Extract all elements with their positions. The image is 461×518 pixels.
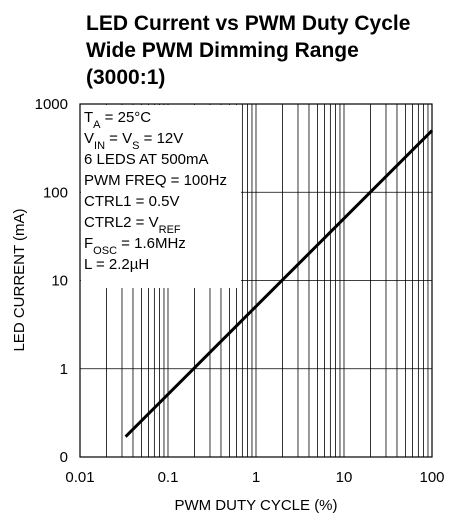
- x-tick-label: 1: [252, 469, 260, 486]
- annotation: PWM FREQ = 100Hz: [84, 172, 227, 189]
- x-tick-label: 0.01: [65, 469, 94, 486]
- annotation-sub: IN: [94, 140, 105, 152]
- annotation-text: F: [84, 235, 93, 252]
- annotation-text: T: [84, 109, 93, 126]
- annotation: 6 LEDS AT 500mA: [84, 151, 209, 168]
- annotation-sub: REF: [159, 224, 181, 236]
- y-tick-label: 10: [51, 273, 68, 290]
- annotation: L = 2.2µH: [84, 256, 149, 273]
- annotation: TA = 25°C: [84, 109, 151, 131]
- y-tick-label: 1000: [35, 96, 68, 113]
- y-tick-label: 1: [60, 361, 68, 378]
- y-tick-label: 0: [60, 449, 68, 466]
- y-axis-label: LED CURRENT (mA): [11, 208, 28, 351]
- annotation: FOSC = 1.6MHz: [84, 235, 186, 257]
- annotation-text: V: [84, 130, 94, 147]
- annotation-text: L = 2.2µH: [84, 256, 149, 273]
- annotation-sub: S: [132, 140, 139, 152]
- annotation-text: 6 LEDS AT 500mA: [84, 151, 209, 168]
- annotation-text: CTRL2 = V: [84, 214, 159, 231]
- data-line: [124, 129, 434, 438]
- annotation-text: PWM FREQ = 100Hz: [84, 172, 227, 189]
- annotation-text: = 1.6MHz: [117, 235, 186, 252]
- annotation-box: [81, 105, 241, 288]
- annotation-sub: OSC: [93, 245, 117, 257]
- x-axis-label: PWM DUTY CYCLE (%): [174, 497, 337, 514]
- annotation-text: = 25°C: [101, 109, 152, 126]
- chart-title: LED Current vs PWM Duty Cycle: [86, 12, 410, 35]
- annotation-text: = 12V: [139, 130, 183, 147]
- x-tick-label: 100: [419, 469, 444, 486]
- annotation-text: CTRL1 = 0.5V: [84, 193, 179, 210]
- annotation: CTRL1 = 0.5V: [84, 193, 179, 210]
- chart-title: (3000:1): [86, 66, 165, 89]
- plot-border: [79, 103, 433, 458]
- chart-title: Wide PWM Dimming Range: [86, 39, 359, 62]
- x-tick-label: 0.1: [158, 469, 179, 486]
- annotation: VIN = VS = 12V: [84, 130, 183, 152]
- y-tick-label: 100: [43, 184, 68, 201]
- x-tick-label: 10: [336, 469, 353, 486]
- annotation: CTRL2 = VREF: [84, 214, 181, 236]
- annotation-text: = V: [105, 130, 132, 147]
- annotation-sub: A: [93, 119, 101, 131]
